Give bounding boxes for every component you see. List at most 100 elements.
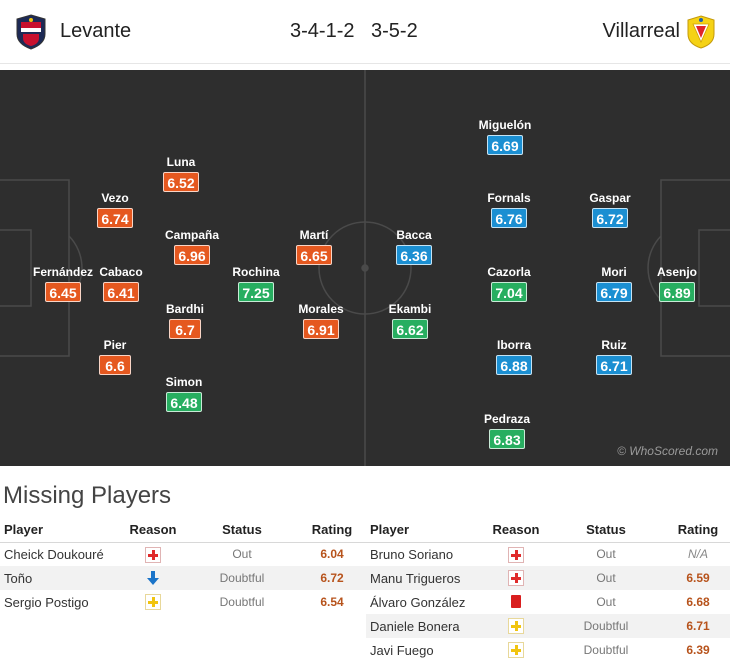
- away-player[interactable]: Ekambi 6.62: [370, 302, 450, 340]
- player-name[interactable]: Luna: [166, 155, 196, 169]
- col-player-header: Player: [366, 518, 486, 543]
- player-rating-badge: 6.6: [99, 355, 131, 375]
- injury-icon[interactable]: [145, 546, 161, 563]
- away-player[interactable]: Pedraza 6.83: [467, 412, 547, 450]
- down-arrow-icon[interactable]: [145, 570, 161, 586]
- col-status-header: Status: [546, 518, 666, 543]
- player-name[interactable]: Martí: [299, 228, 329, 242]
- missing-rating: 6.71: [666, 614, 730, 638]
- player-name[interactable]: Miguelón: [478, 118, 532, 132]
- player-rating-badge: 6.45: [45, 282, 81, 302]
- injury-icon[interactable]: [508, 570, 524, 587]
- missing-reason: [486, 590, 546, 614]
- away-player[interactable]: Fornals 6.76: [469, 191, 549, 229]
- player-name[interactable]: Fernández: [32, 265, 93, 279]
- player-name[interactable]: Cazorla: [487, 265, 531, 279]
- away-player[interactable]: Iborra 6.88: [474, 338, 554, 376]
- missing-status: Out: [596, 595, 616, 609]
- away-player[interactable]: Asenjo 6.89: [637, 265, 717, 303]
- missing-status: Doubtful: [219, 595, 265, 609]
- player-name[interactable]: Gaspar: [589, 191, 631, 205]
- table-row: Daniele Bonera Doubtful 6.71: [366, 614, 730, 638]
- missing-player-name[interactable]: Toño: [0, 566, 120, 590]
- player-name[interactable]: Fornals: [487, 191, 531, 205]
- home-team-name[interactable]: Levante: [60, 20, 132, 42]
- home-player[interactable]: Morales 6.91: [281, 302, 361, 340]
- home-player[interactable]: Cabaco 6.41: [81, 265, 161, 303]
- missing-player-name[interactable]: Bruno Soriano: [370, 546, 454, 562]
- away-player[interactable]: Mori 6.79: [574, 265, 654, 303]
- player-name[interactable]: Pedraza: [483, 412, 531, 426]
- missing-rating: 6.04: [320, 547, 344, 562]
- missing-reason: [486, 566, 546, 590]
- player-name[interactable]: Pier: [103, 338, 127, 352]
- player-name[interactable]: Asenjo: [656, 265, 697, 279]
- table-row: Manu Trigueros Out 6.59: [366, 566, 730, 590]
- missing-status: Out: [596, 547, 616, 562]
- missing-rating: N/A: [687, 547, 708, 562]
- pitch: Fernández 6.45 Vezo 6.74 Cabaco 6.41 Pier 6.6 Lu…: [0, 70, 730, 466]
- player-name[interactable]: Campaña: [164, 228, 220, 242]
- missing-status: Doubtful: [583, 643, 629, 657]
- home-player[interactable]: Martí 6.65: [274, 228, 354, 266]
- player-name[interactable]: Bardhi: [165, 302, 204, 316]
- missing-player-name[interactable]: Javi Fuego: [370, 642, 434, 658]
- player-rating-badge: 7.04: [491, 282, 527, 302]
- table-row: Javi Fuego Doubtful 6.39: [366, 638, 730, 662]
- home-player[interactable]: Rochina 7.25: [216, 265, 296, 303]
- pitch-markings: [0, 70, 730, 466]
- missing-players-title: Missing Players: [3, 482, 172, 509]
- away-player[interactable]: Bacca 6.36: [374, 228, 454, 266]
- player-name[interactable]: Cabaco: [99, 265, 143, 279]
- doubtful-icon[interactable]: [508, 642, 524, 659]
- player-name[interactable]: Vezo: [101, 191, 129, 205]
- villarreal-crest-icon[interactable]: [684, 14, 718, 50]
- missing-player-name[interactable]: Manu Trigueros: [366, 566, 486, 590]
- player-name[interactable]: Mori: [601, 265, 627, 279]
- away-team-name[interactable]: Villarreal: [602, 20, 680, 42]
- missing-status: Doubtful: [546, 614, 666, 638]
- home-player[interactable]: Simon 6.48: [144, 375, 224, 413]
- player-name[interactable]: Rochina: [232, 265, 280, 279]
- away-formation: 3-5-2: [371, 20, 418, 42]
- player-name[interactable]: Ekambi: [388, 302, 432, 316]
- missing-rating: 6.54: [320, 595, 344, 609]
- levante-crest-icon[interactable]: [14, 14, 48, 50]
- missing-player-name[interactable]: Álvaro González: [370, 594, 466, 610]
- player-name[interactable]: Iborra: [496, 338, 531, 352]
- col-status-header: Status: [186, 518, 298, 543]
- home-player[interactable]: Campaña 6.96: [152, 228, 232, 266]
- missing-player-name[interactable]: Sergio Postigo: [4, 594, 89, 610]
- player-rating-badge: 6.89: [659, 282, 695, 302]
- away-player[interactable]: Ruiz 6.71: [574, 338, 654, 376]
- table-row: Toño Doubtful 6.72: [0, 566, 366, 590]
- away-player[interactable]: Gaspar 6.72: [570, 191, 650, 229]
- player-name[interactable]: Ruiz: [601, 338, 627, 352]
- player-rating-badge: 6.74: [97, 208, 133, 228]
- player-rating-badge: 6.62: [392, 319, 428, 339]
- home-player[interactable]: Luna 6.52: [141, 155, 221, 193]
- home-player[interactable]: Vezo 6.74: [75, 191, 155, 229]
- player-rating-badge: 6.72: [592, 208, 628, 228]
- missing-reason: [486, 614, 546, 638]
- away-player[interactable]: Cazorla 7.04: [469, 265, 549, 303]
- player-name[interactable]: Bacca: [396, 228, 432, 242]
- player-name[interactable]: Simon: [165, 375, 203, 389]
- missing-player-name[interactable]: Daniele Bonera: [366, 614, 486, 638]
- missing-rating: 6.72: [298, 566, 366, 590]
- home-player[interactable]: Bardhi 6.7: [145, 302, 225, 340]
- missing-player-name[interactable]: Cheick Doukouré: [4, 546, 104, 562]
- missing-status: Doubtful: [186, 566, 298, 590]
- home-player[interactable]: Fernández 6.45: [23, 265, 103, 303]
- table-row: Sergio Postigo Doubtful 6.54: [0, 590, 366, 614]
- red-card-icon[interactable]: [508, 594, 524, 610]
- col-rating-header: Rating: [298, 518, 366, 543]
- home-player[interactable]: Pier 6.6: [75, 338, 155, 376]
- player-name[interactable]: Morales: [298, 302, 344, 316]
- doubtful-icon[interactable]: [508, 618, 524, 635]
- player-rating-badge: 6.7: [169, 319, 201, 339]
- away-player[interactable]: Miguelón 6.69: [465, 118, 545, 156]
- doubtful-icon[interactable]: [145, 594, 161, 611]
- injury-icon[interactable]: [508, 546, 524, 563]
- table-row: Bruno Soriano Out N/A: [366, 542, 730, 566]
